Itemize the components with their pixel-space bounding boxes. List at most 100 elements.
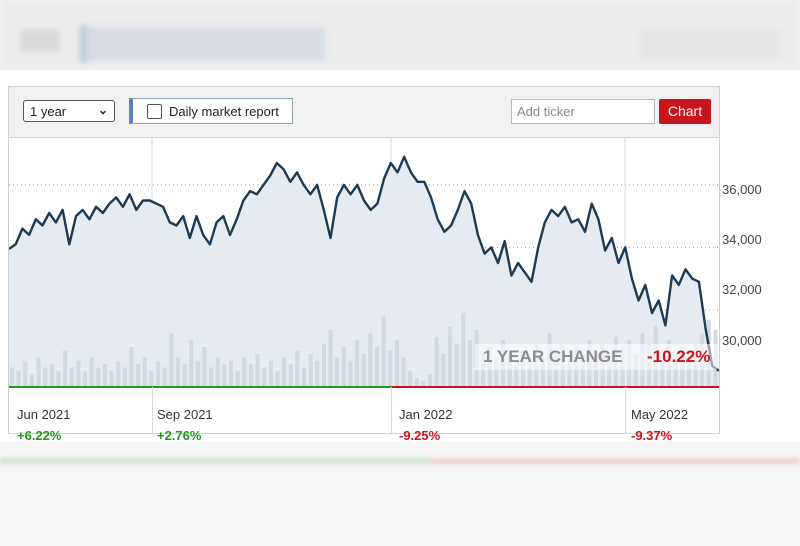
volume-bar (467, 340, 472, 388)
blurred-background-toolbar (0, 0, 800, 70)
volume-bar (262, 367, 267, 388)
period-jun-2021: Jun 2021 +6.22% (17, 407, 71, 443)
volume-bar (215, 357, 220, 388)
volume-bar (242, 357, 247, 388)
blurred-report-toggle (80, 26, 326, 62)
volume-bar (16, 370, 21, 388)
y-tick-label: 34,000 (722, 232, 762, 247)
chart-button[interactable]: Chart (659, 99, 711, 124)
volume-bar (567, 360, 572, 388)
volume-bar (441, 353, 446, 388)
volume-bar (255, 353, 260, 388)
volume-bar (43, 367, 48, 388)
blurred-select (20, 30, 60, 52)
volume-bar (10, 367, 15, 388)
volume-bar (83, 370, 88, 388)
price-area (9, 156, 719, 388)
volume-bar (507, 353, 512, 388)
volume-bar (49, 364, 54, 388)
volume-bar (89, 357, 94, 388)
volume-bar (295, 350, 300, 388)
volume-bar (361, 353, 366, 388)
volume-bar (162, 367, 167, 388)
period-may-2022: May 2022 -9.37% (631, 407, 688, 443)
period-change: -9.25% (399, 428, 441, 443)
volume-bar (401, 357, 406, 388)
volume-bar (149, 370, 154, 388)
volume-bar (328, 329, 333, 388)
volume-bar (102, 364, 107, 388)
volume-bar (69, 367, 74, 388)
blurred-negative-bar (430, 458, 800, 464)
volume-bar (122, 367, 127, 388)
blurred-ticker-input (640, 30, 780, 58)
period-month: Jun 2021 (17, 407, 71, 422)
volume-bar (56, 370, 61, 388)
volume-bar (129, 347, 134, 388)
volume-bar (408, 370, 413, 388)
volume-bar (388, 350, 393, 388)
volume-bar (156, 360, 161, 388)
volume-bar (434, 336, 439, 388)
volume-bar (229, 360, 234, 388)
volume-bar (527, 357, 532, 388)
volume-bar (96, 367, 101, 388)
y-tick-label: 36,000 (722, 182, 762, 197)
period-month: Sep 2021 (157, 407, 213, 422)
volume-bar (109, 370, 114, 388)
volume-bar (321, 343, 326, 388)
volume-bar (414, 377, 419, 388)
volume-bar (461, 312, 466, 388)
volume-bar (368, 333, 373, 388)
add-ticker-input[interactable]: Add ticker (511, 99, 655, 124)
volume-bar (315, 360, 320, 388)
volume-bar (394, 340, 399, 388)
daily-report-checkbox[interactable] (147, 104, 162, 119)
volume-bar (673, 353, 678, 388)
period-divider (152, 387, 153, 433)
year-change-summary: 1 YEAR CHANGE -10.22% (475, 344, 717, 370)
period-month: May 2022 (631, 407, 689, 422)
volume-bar (341, 347, 346, 388)
chart-panel: 1 year ⌄ Daily market report Add ticker … (8, 86, 720, 443)
period-sep-2021: Sep 2021 +2.76% (157, 407, 213, 443)
period-divider (391, 387, 392, 433)
y-axis-labels: 36,000 34,000 32,000 30,000 (722, 137, 792, 397)
chevron-down-icon: ⌄ (97, 103, 108, 117)
volume-bar (275, 370, 280, 388)
volume-bar (494, 357, 499, 388)
period-month: Jan 2022 (399, 407, 453, 422)
period-jan-2022: Jan 2022 -9.25% (399, 407, 453, 443)
volume-bar (514, 360, 519, 388)
volume-bar (248, 364, 253, 388)
volume-bar (23, 360, 28, 388)
volume-bar (540, 357, 545, 388)
volume-bar (302, 367, 307, 388)
volume-bar (308, 353, 313, 388)
volume-bar (288, 364, 293, 388)
market-chart-card: 1 year ⌄ Daily market report Add ticker … (0, 70, 800, 443)
daily-report-label: Daily market report (169, 104, 279, 119)
price-line (9, 155, 719, 372)
year-change-value: -10.22% (647, 347, 711, 366)
volume-bar (116, 360, 121, 388)
y-tick-label: 32,000 (722, 282, 762, 297)
volume-bar (348, 360, 353, 388)
volume-bar (202, 347, 207, 388)
volume-bar (195, 360, 200, 388)
volume-bar (175, 357, 180, 388)
volume-bar (182, 364, 187, 388)
volume-bar (607, 357, 612, 388)
time-range-select[interactable]: 1 year ⌄ (23, 100, 115, 122)
volume-bar (169, 333, 174, 388)
volume-bar (136, 364, 141, 388)
period-change: +2.76% (157, 428, 202, 443)
volume-bar (235, 370, 240, 388)
volume-bar (355, 340, 360, 388)
volume-bar (633, 353, 638, 388)
daily-report-toggle[interactable]: Daily market report (129, 98, 293, 124)
blurred-positive-bar (0, 458, 430, 464)
volume-bar (268, 360, 273, 388)
chart-toolbar: 1 year ⌄ Daily market report Add ticker … (9, 87, 719, 138)
time-range-value: 1 year (30, 104, 67, 119)
